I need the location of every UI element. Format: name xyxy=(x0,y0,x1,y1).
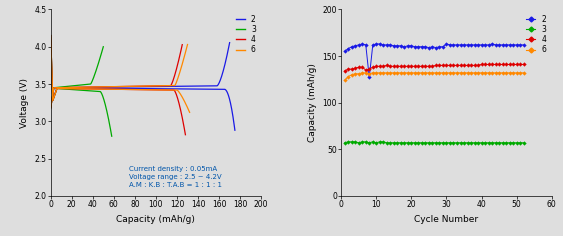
X-axis label: Capacity (mAh/g): Capacity (mAh/g) xyxy=(117,215,195,223)
Y-axis label: Voltage (V): Voltage (V) xyxy=(20,78,29,128)
Y-axis label: Capacity (mAh/g): Capacity (mAh/g) xyxy=(308,63,317,142)
Legend: 2, 3, 4, 6: 2, 3, 4, 6 xyxy=(525,13,548,56)
X-axis label: Cycle Number: Cycle Number xyxy=(414,215,479,223)
Legend: 2, 3, 4, 6: 2, 3, 4, 6 xyxy=(234,13,257,56)
Text: Current density : 0.05mA
Voltage range : 2.5 ~ 4.2V
A.M : K.B : T.A.B = 1 : 1 : : Current density : 0.05mA Voltage range :… xyxy=(128,166,222,188)
